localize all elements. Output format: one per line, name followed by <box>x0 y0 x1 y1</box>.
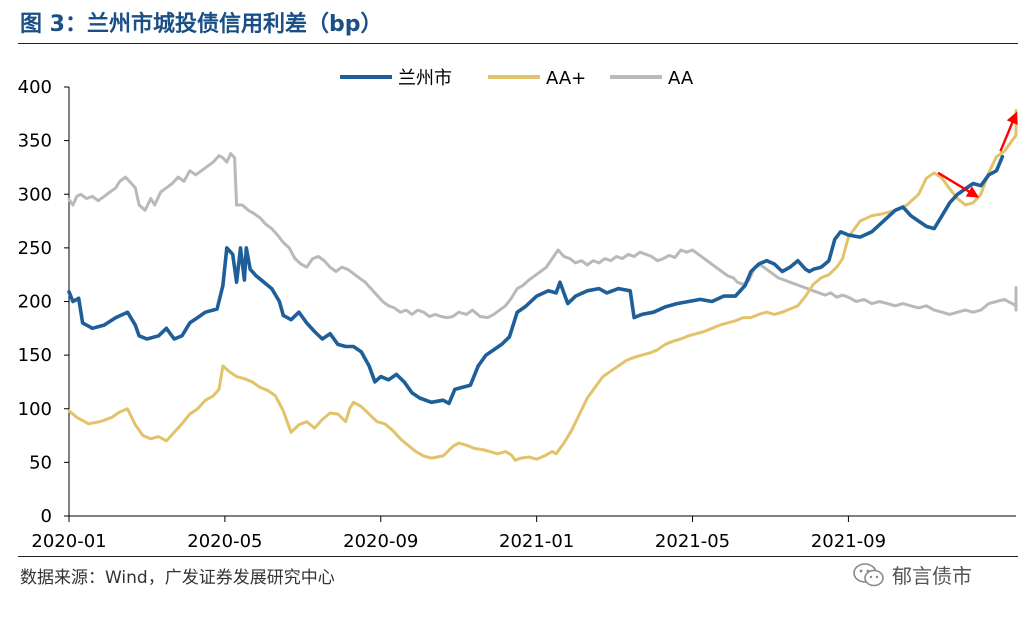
figure-title: 图 3：兰州市城投债信用利差（bp） <box>20 12 383 37</box>
x-tick-label: 2021-01 <box>499 531 574 552</box>
chart-legend: 兰州市 AA+ AA <box>340 68 694 89</box>
x-tick-label: 2020-01 <box>31 531 106 552</box>
source-divider <box>18 556 1018 557</box>
chart-axes: 0 50 100 150 200 250 300 350 400 2020-01 2020-05 20… <box>18 77 1016 552</box>
y-tick-label: 50 <box>29 452 52 473</box>
x-tick-label: 2021-05 <box>655 531 730 552</box>
x-tick-label: 2020-05 <box>187 531 262 552</box>
chart-series <box>67 109 1018 462</box>
legend-label-2: AA+ <box>546 68 586 89</box>
source-note: 数据来源：Wind，广发证券发展研究中心 <box>20 568 335 588</box>
chart-annotations <box>937 111 1018 198</box>
wechat-icon <box>853 562 884 586</box>
x-tick-label: 2020-09 <box>343 531 418 552</box>
watermark-text: 郁言债市 <box>892 564 972 588</box>
legend-label-1: 兰州市 <box>398 68 452 89</box>
y-tick-label: 300 <box>18 184 52 205</box>
annotation-arrow-2 <box>999 111 1018 152</box>
y-tick-label: 200 <box>18 292 52 313</box>
y-tick-label: 400 <box>18 77 52 98</box>
y-tick-label: 0 <box>41 506 52 527</box>
y-tick-label: 250 <box>18 238 52 259</box>
watermark: 郁言债市 <box>852 560 972 589</box>
annotation-arrow-1 <box>937 171 980 198</box>
y-tick-label: 150 <box>18 345 52 366</box>
x-tick-label: 2021-09 <box>811 531 886 552</box>
y-tick-label: 350 <box>18 131 52 152</box>
title-divider <box>18 43 1018 44</box>
legend-label-3: AA <box>668 68 694 89</box>
y-tick-label: 100 <box>18 399 52 420</box>
series-line-lanzhou <box>67 154 1005 406</box>
series-line-aa-plus <box>67 109 1018 462</box>
series-line-aa <box>67 152 1018 320</box>
